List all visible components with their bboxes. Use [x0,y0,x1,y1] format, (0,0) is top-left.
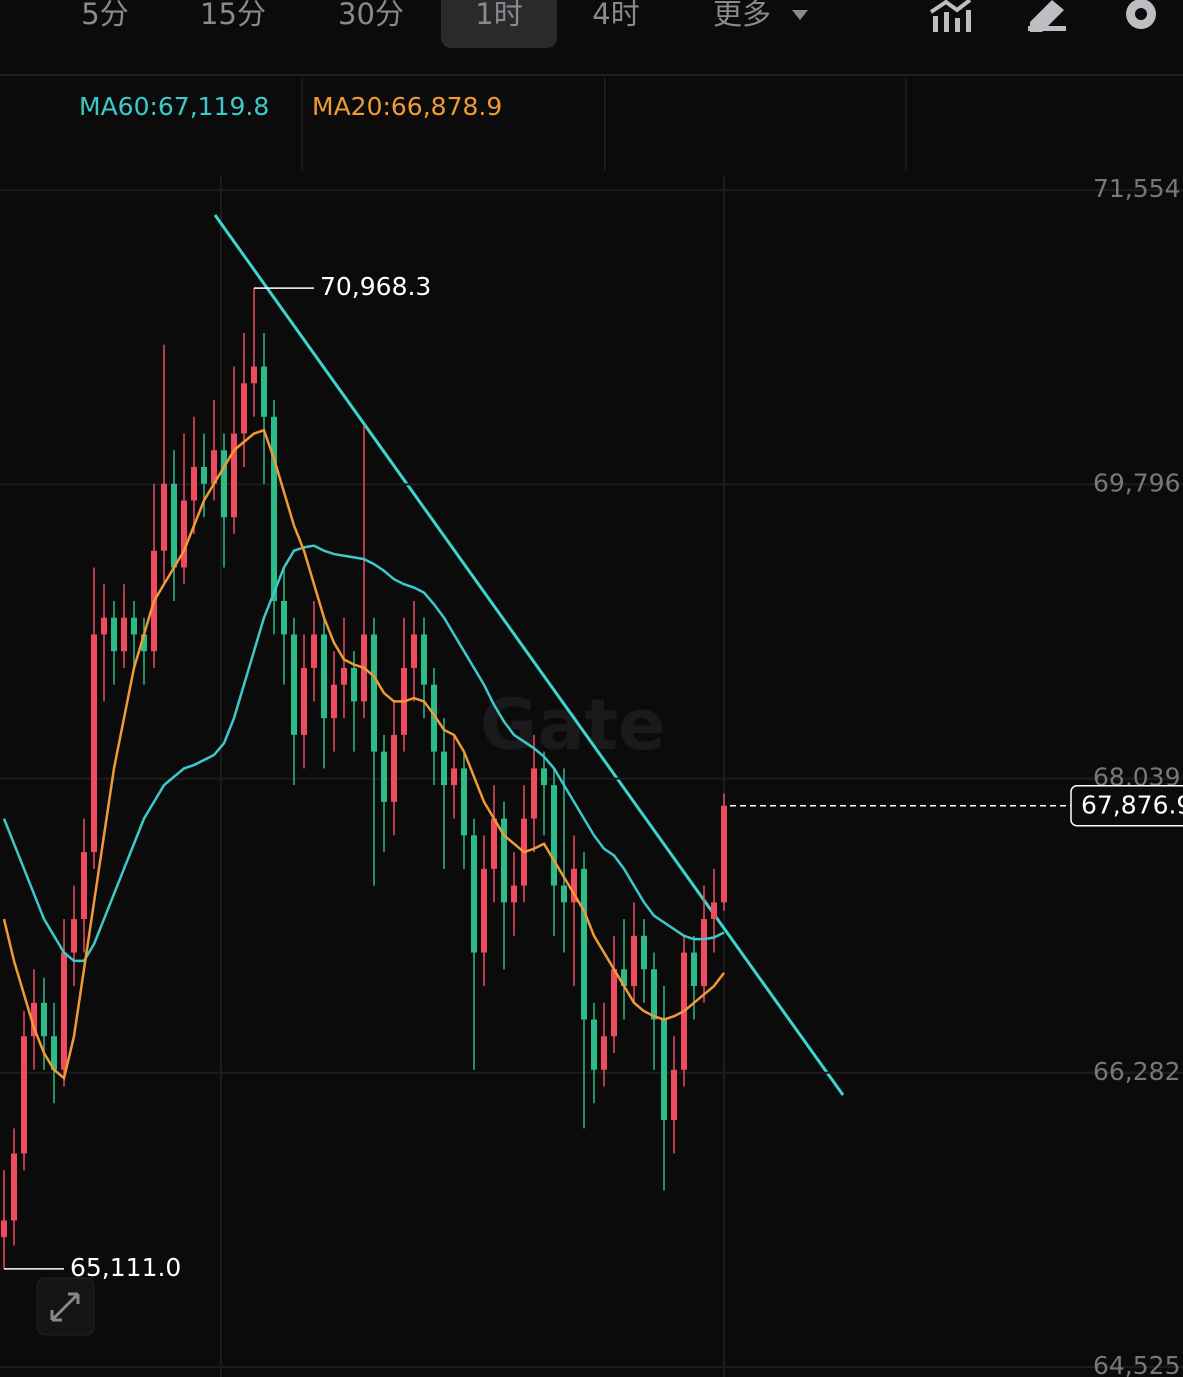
timeframe-tab[interactable]: 15分 [200,0,266,31]
timeframe-tab[interactable]: 1时 [475,0,522,31]
candle-body [631,935,637,987]
candle-body [701,919,707,987]
dropdown-caret [792,10,808,20]
candle-body [581,868,587,1020]
panel-dividers [301,78,907,170]
candle-body [461,768,467,836]
candle-body [671,1069,677,1120]
candle-body [61,952,67,1070]
vertical-grid [220,175,725,1377]
active-tab-bg [441,0,557,48]
candle-body [291,634,297,735]
candle-body [611,969,617,1037]
ma-legend: MA60:67,119.8 [79,92,269,121]
candle-body [721,805,727,903]
candle-body [411,634,417,668]
candle-body [221,450,227,518]
candle-body [371,634,377,752]
candle-body [711,902,717,920]
candle-body [651,969,657,1020]
candle-body [71,919,77,953]
last-price-box [1070,784,1183,827]
candle-body [1,1220,7,1238]
watermark: Gate [480,684,666,766]
low-label: 65,111.0 [70,1253,181,1282]
candle-body [691,952,697,987]
candle-body [551,785,557,886]
ma-line [2,428,725,1081]
candle-body [201,467,207,484]
candle-body [131,617,137,635]
candle-body [121,617,127,652]
candle-body [51,1036,57,1070]
candle-body [501,818,507,903]
y-tick-label: 66,282 [1093,1057,1180,1086]
timeframe-tab[interactable]: 30分 [338,0,404,31]
candle-body [111,617,117,652]
high-label: 70,968.3 [320,272,431,301]
candle-body [281,600,287,635]
timeframe-tab[interactable]: 4时 [592,0,639,31]
candle-body [81,852,87,920]
candle-body [351,667,357,702]
candle-body [511,885,517,903]
candle-body [261,366,267,417]
candle-body [571,868,577,903]
candle-body [491,818,497,869]
expand-button[interactable] [36,1277,95,1336]
last-price-label: 67,876.9 [1081,791,1183,820]
candle-body [241,383,247,434]
candle-body [321,634,327,719]
settings-icon[interactable] [1126,0,1156,29]
candle-body [541,768,547,786]
candle-body [141,634,147,652]
y-tick-label: 71,554 [1093,174,1180,203]
candle-body [661,1019,667,1120]
draw-icon[interactable] [1028,0,1066,32]
timeframe-tab[interactable]: 更多 [713,0,771,31]
candle-body [181,500,187,568]
candle-body [31,1002,37,1037]
candle-body [391,734,397,802]
indicator-icon[interactable] [929,0,972,32]
candle-body [191,467,197,501]
candle-body [91,634,97,853]
candle-body [301,667,307,735]
y-tick-label: 64,525 [1093,1351,1180,1377]
ma-legend: MA20:66,878.9 [312,92,502,121]
candle-body [271,416,277,601]
candle-body [341,667,347,685]
candle-body [331,684,337,719]
timeframe-tab[interactable]: 5分 [81,0,128,31]
candle-body [101,617,107,635]
trend-line [213,214,845,1096]
candle-body [431,684,437,752]
candle-body [481,868,487,953]
candle-body [451,768,457,786]
candle-body [11,1153,17,1221]
candle-body [471,835,477,953]
ma-line [2,544,725,963]
candle-body [421,634,427,685]
candle-body [41,1002,47,1037]
candle-body [231,433,237,518]
candle-body [641,935,647,970]
candle-body [591,1019,597,1070]
candle-body [211,450,217,484]
candle-body [161,483,167,551]
candle-body [381,751,387,802]
candle-body [601,1036,607,1070]
candle-body [311,634,317,668]
y-tick-label: 69,796 [1093,468,1180,497]
candle-body [251,366,257,384]
toolbar-icons [929,0,1156,32]
candle-body [21,1036,27,1154]
candle-body [531,768,537,819]
candle-body [171,483,177,568]
candle-body [561,885,567,903]
candle-body [441,751,447,786]
candle-body [621,969,627,987]
